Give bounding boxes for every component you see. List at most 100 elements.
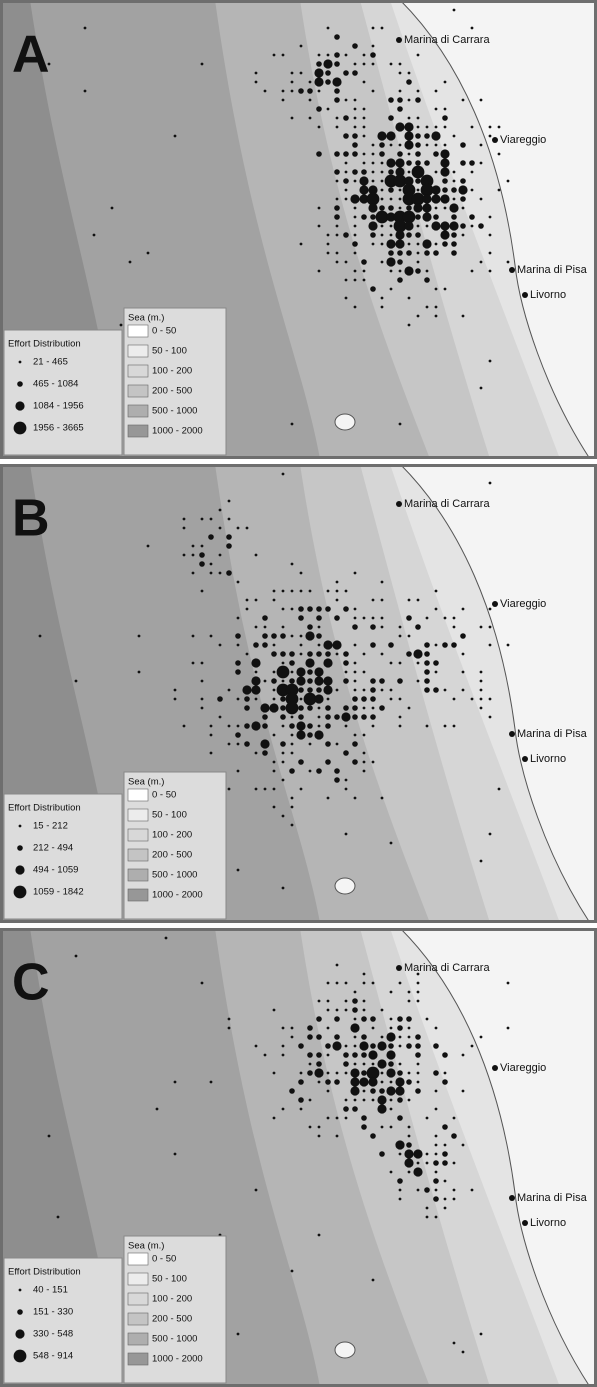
effort-dot [251, 685, 261, 695]
effort-dot [298, 687, 304, 693]
effort-dot [415, 178, 421, 184]
effort-dot [272, 805, 276, 809]
effort-dot [281, 661, 285, 665]
effort-dot [128, 260, 132, 264]
effort-dot [362, 116, 366, 120]
effort-dot [433, 660, 439, 666]
effort-dot [434, 670, 438, 674]
effort-dot [260, 703, 270, 713]
effort-dot [199, 561, 205, 567]
effort-dot [380, 188, 384, 192]
effort-dot [173, 1080, 177, 1084]
effort-dot [398, 89, 402, 93]
effort-dot [443, 1206, 447, 1210]
effort-dot [416, 1071, 420, 1075]
effort-dot [317, 53, 321, 57]
effort-dot [413, 1167, 423, 1177]
effort-dot [353, 1017, 357, 1021]
effort-dot [236, 697, 240, 701]
effort-dot [325, 759, 331, 765]
effort-dot [290, 89, 294, 93]
effort-dot [452, 1197, 456, 1201]
effort-dot [353, 116, 357, 120]
effort-dot [395, 167, 405, 177]
effort-dot [335, 580, 339, 584]
effort-dot [380, 179, 384, 183]
effort-dot [298, 606, 304, 612]
effort-dot [325, 1079, 331, 1085]
effort-dot [344, 724, 348, 728]
effort-dot [290, 742, 294, 746]
effort-dot [370, 1016, 376, 1022]
effort-dot [173, 134, 177, 138]
effort-dot [380, 688, 384, 692]
effort-dot [335, 125, 339, 129]
effort-dot [334, 88, 340, 94]
sea-legend-swatch [127, 888, 149, 902]
sea-legend-swatch [127, 1272, 149, 1286]
effort-legend-symbol [17, 1309, 23, 1315]
effort-dot [227, 499, 231, 503]
effort-dot [359, 1041, 369, 1051]
effort-dot [227, 517, 231, 521]
effort-dot [281, 472, 285, 476]
effort-dot [281, 1044, 285, 1048]
effort-dot [251, 676, 261, 686]
effort-dot [218, 571, 222, 575]
effort-dot [353, 1062, 357, 1066]
effort-dot [416, 188, 420, 192]
effort-dot [296, 730, 306, 740]
effort-dot [272, 53, 276, 57]
effort-dot [398, 422, 402, 426]
effort-dot [344, 278, 348, 282]
effort-dot [424, 642, 430, 648]
effort-dot [407, 598, 411, 602]
effort-dot [370, 1043, 376, 1049]
effort-dot [479, 161, 483, 165]
effort-dot [281, 1107, 285, 1111]
effort-dot [307, 1025, 313, 1031]
effort-dot [362, 107, 366, 111]
effort-dot [298, 1043, 304, 1049]
effort-dot [200, 589, 204, 593]
effort-dot [433, 1043, 439, 1049]
effort-legend-title: Effort Distribution [8, 1267, 81, 1278]
effort-dot [362, 53, 366, 57]
effort-dot [434, 589, 438, 593]
effort-dot [227, 688, 231, 692]
effort-dot [227, 787, 231, 791]
effort-dot [74, 679, 78, 683]
sea-legend-class: 0 - 50 [152, 1254, 176, 1265]
effort-dot [298, 705, 304, 711]
effort-dot [235, 633, 241, 639]
effort-dot [406, 651, 412, 657]
effort-dot [209, 751, 213, 755]
effort-dot [362, 706, 366, 710]
effort-dot [389, 1107, 393, 1111]
effort-dot [226, 570, 232, 576]
effort-dot [298, 88, 304, 94]
effort-legend-symbol [13, 1349, 27, 1363]
effort-dot [218, 643, 222, 647]
effort-dot [402, 210, 416, 224]
effort-dot [422, 239, 432, 249]
sea-legend-swatch [127, 788, 149, 802]
effort-dot [289, 768, 295, 774]
effort-dot [433, 1178, 439, 1184]
effort-legend-symbol [18, 1288, 22, 1292]
effort-dot [272, 589, 276, 593]
effort-dot [398, 1197, 402, 1201]
effort-dot [416, 972, 420, 976]
effort-dot [416, 1188, 420, 1192]
effort-dot [352, 624, 358, 630]
effort-dot [397, 1097, 403, 1103]
place-name: Livorno [530, 753, 566, 765]
island [334, 1341, 356, 1359]
effort-dot [307, 1052, 313, 1058]
effort-dot [370, 214, 376, 220]
effort-dot [317, 999, 321, 1003]
panel-border [0, 928, 597, 1387]
effort-dot [415, 97, 421, 103]
effort-dot [307, 1070, 313, 1076]
effort-dot [488, 215, 492, 219]
